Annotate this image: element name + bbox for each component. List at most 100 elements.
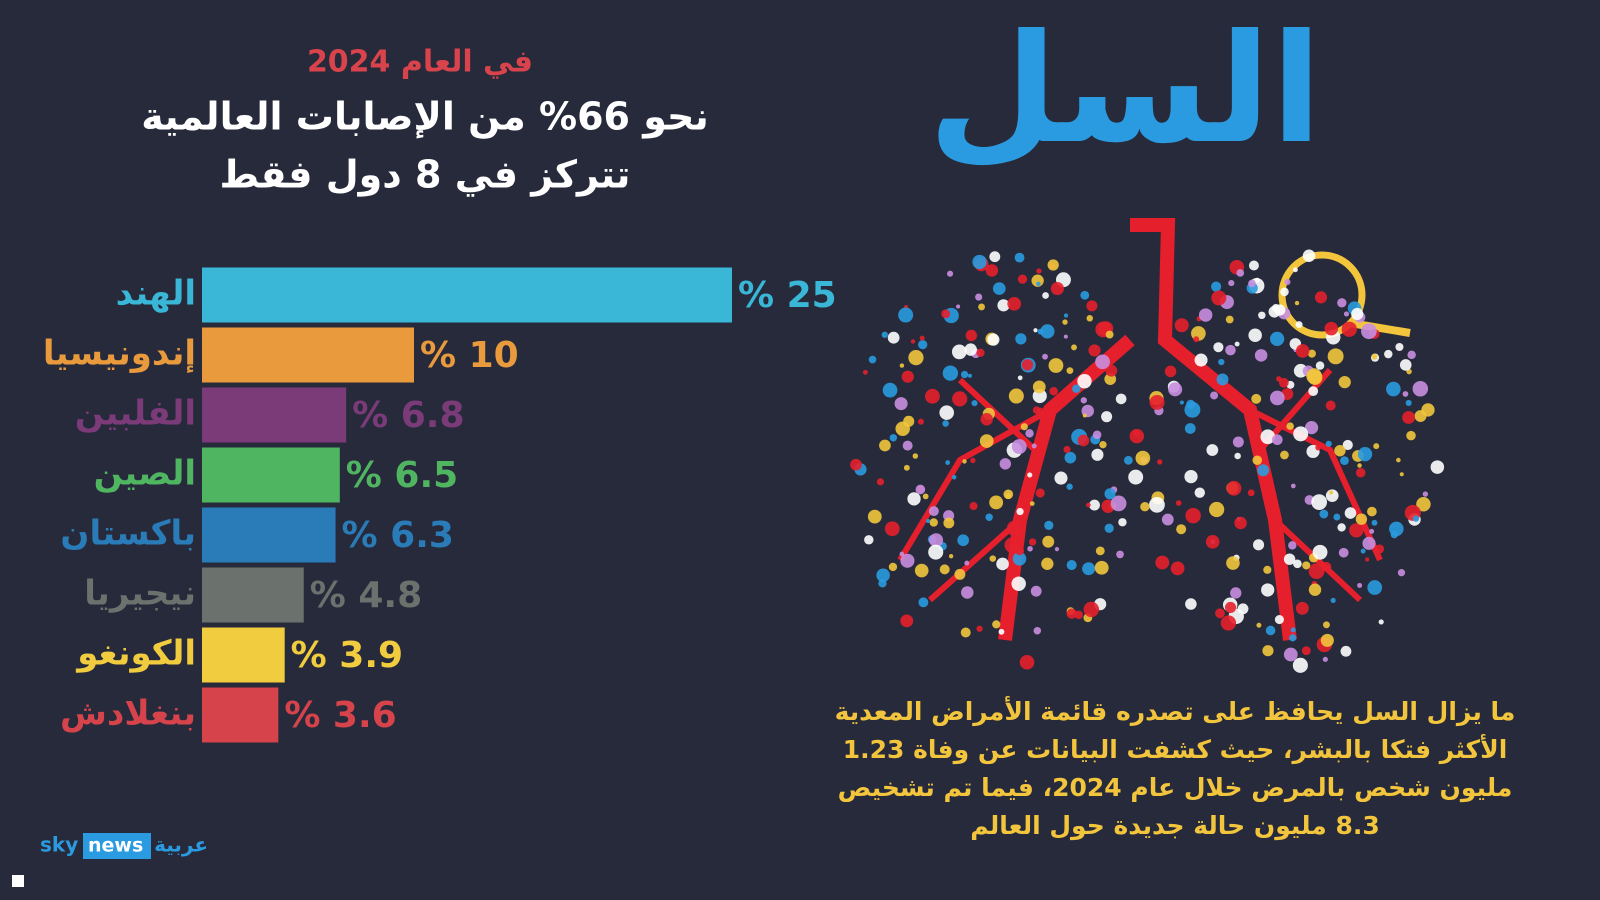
lung-dot <box>1384 349 1393 359</box>
lung-dot <box>902 440 913 451</box>
lung-dot <box>1288 541 1297 550</box>
lung-dot <box>1412 515 1420 522</box>
lung-dot <box>1029 501 1035 506</box>
lung-dot <box>1302 561 1311 570</box>
lung-dot <box>1260 429 1276 445</box>
lung-dot <box>1342 439 1353 451</box>
lung-dot <box>1175 500 1182 506</box>
lung-dot <box>1066 608 1077 619</box>
lung-dot <box>1283 553 1296 565</box>
lung-dot <box>1362 536 1376 550</box>
corner-mark <box>12 875 24 887</box>
chart-subtitle: تتركز في 8 دول فقط <box>220 153 631 198</box>
lung-dot <box>1080 397 1087 404</box>
lung-dot <box>1253 539 1265 551</box>
logo-brand: sky <box>40 833 78 857</box>
bar <box>202 327 414 383</box>
lung-dot <box>1327 348 1344 365</box>
lung-dot <box>1027 472 1033 478</box>
lung-dot <box>1095 354 1110 370</box>
lung-dot <box>917 418 924 425</box>
lung-dot <box>1283 647 1298 662</box>
lung-dot <box>1016 507 1024 516</box>
description-line: مليون شخص بالمرض خلال عام 2024، فيما تم … <box>838 773 1513 803</box>
lung-dot <box>1224 601 1237 614</box>
lung-dot <box>1265 625 1276 636</box>
bar <box>202 627 285 683</box>
lung-dot <box>954 568 966 580</box>
lung-dot <box>879 439 891 452</box>
lung-dot <box>1086 315 1094 322</box>
lung-dot <box>1022 492 1027 497</box>
lung-dot <box>1324 321 1339 336</box>
category-label: الكونغو <box>75 634 196 674</box>
lung-dot <box>915 484 926 495</box>
lung-dot <box>1083 601 1100 618</box>
lung-dot <box>961 586 974 599</box>
lung-dot <box>1091 448 1104 461</box>
lung-dot <box>1321 561 1332 572</box>
lung-dot <box>1017 375 1023 381</box>
lung-dot <box>1293 559 1302 569</box>
lung-dot <box>1355 468 1366 478</box>
lung-dot <box>1050 281 1064 296</box>
lung-dot <box>1293 426 1309 442</box>
lung-dot <box>1390 531 1399 539</box>
lung-dot <box>1031 443 1037 449</box>
lung-dot <box>1268 305 1281 318</box>
lung-dot <box>1258 311 1266 320</box>
lung-dot <box>989 251 1001 263</box>
lung-dot <box>1170 561 1185 576</box>
lung-dot <box>1042 353 1048 360</box>
lung-dot <box>1185 598 1197 610</box>
lung-dot <box>1072 384 1081 393</box>
lung-dot <box>1020 423 1028 431</box>
lung-dot <box>1193 336 1200 343</box>
lung-dot <box>1174 318 1189 333</box>
lung-dot <box>1085 502 1091 508</box>
lung-dot <box>1140 502 1150 512</box>
lung-dot <box>1315 361 1325 370</box>
lung-dot <box>956 304 961 309</box>
lung-dot <box>980 413 993 426</box>
lung-dot <box>899 551 905 557</box>
value-label: % 6.5 <box>346 455 458 496</box>
lung-dot <box>1080 290 1090 300</box>
logo-badge <box>83 833 151 859</box>
lung-dot <box>1094 560 1109 575</box>
lung-dot <box>1216 373 1229 386</box>
lung-dot <box>899 363 905 368</box>
lung-dot <box>1027 545 1033 552</box>
value-label: % 10 <box>420 335 519 376</box>
lung-dot <box>1406 430 1416 441</box>
lung-dot <box>1286 422 1294 430</box>
lung-dot <box>881 331 888 338</box>
lung-dot <box>1338 376 1351 389</box>
lung-dot <box>1054 547 1060 552</box>
lung-dot <box>1047 259 1059 271</box>
lung-dot <box>1036 268 1042 274</box>
lung-dot <box>1006 520 1023 537</box>
lung-dot <box>985 513 993 522</box>
value-label: % 3.9 <box>291 635 403 676</box>
lung-dot <box>1312 544 1328 560</box>
lung-dot <box>1071 344 1077 351</box>
lung-dot <box>1184 423 1196 434</box>
lung-dot <box>1357 447 1373 462</box>
lung-dot <box>1290 627 1296 633</box>
lung-dot <box>978 303 985 311</box>
category-label: الصين <box>94 454 196 494</box>
lung-dot <box>898 307 914 323</box>
lung-dot <box>939 564 950 575</box>
magnifier-handle <box>1349 319 1411 337</box>
lung-dot <box>952 391 968 407</box>
lung-dot <box>951 344 967 360</box>
lung-dot <box>970 457 976 464</box>
lung-dot <box>1325 440 1332 447</box>
lung-dot <box>1031 274 1044 287</box>
lung-dot <box>1184 401 1201 418</box>
lung-dot <box>945 460 951 465</box>
lung-dot <box>1319 509 1329 519</box>
lung-dot <box>1104 523 1114 533</box>
